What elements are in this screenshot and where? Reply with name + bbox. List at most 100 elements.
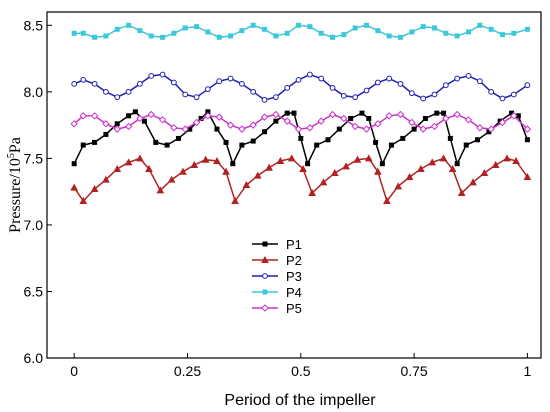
data-point-p3 — [386, 75, 393, 82]
data-point-p2 — [136, 154, 144, 162]
data-point-p3 — [431, 91, 438, 98]
data-point-p5 — [158, 116, 167, 124]
data-point-p3 — [103, 88, 109, 95]
data-point-p4 — [114, 26, 120, 32]
data-point-p4 — [488, 26, 494, 32]
data-point-p3 — [420, 95, 427, 102]
legend-item-p1: P1 — [252, 237, 302, 252]
data-point-p3 — [510, 91, 517, 98]
data-point-p5 — [136, 114, 144, 123]
data-point-p3 — [352, 94, 359, 101]
data-point-p1 — [92, 139, 98, 145]
data-point-p4 — [443, 30, 449, 36]
x-tick-label: 0.25 — [174, 363, 201, 379]
data-point-p1 — [175, 135, 181, 141]
data-point-p2 — [265, 163, 273, 171]
data-point-p4 — [341, 32, 347, 38]
data-point-p2 — [113, 164, 122, 173]
data-point-p2 — [124, 158, 133, 166]
data-point-p3 — [488, 88, 495, 95]
x-tick-label: 0.75 — [400, 363, 427, 379]
series-layer — [70, 22, 532, 204]
data-point-p2 — [222, 167, 230, 175]
data-point-p2 — [503, 154, 511, 162]
data-point-p4 — [103, 33, 109, 39]
y-tick-label: 7.5 — [24, 150, 44, 166]
data-point-p1 — [524, 137, 530, 143]
data-point-p3 — [524, 82, 531, 89]
data-point-p3 — [261, 96, 268, 103]
data-point-p2 — [276, 157, 285, 165]
data-point-p2 — [457, 188, 466, 196]
data-point-p1 — [126, 113, 132, 119]
data-point-p1 — [71, 161, 77, 167]
data-point-p4 — [228, 33, 234, 39]
legend-label-p2: P2 — [286, 253, 302, 268]
data-point-p1 — [284, 110, 290, 116]
data-point-p4 — [398, 34, 404, 40]
data-point-p3 — [170, 79, 177, 86]
data-point-p4 — [148, 33, 154, 39]
y-tick-label: 8.0 — [24, 84, 44, 100]
data-point-p2 — [394, 182, 403, 190]
data-point-p3 — [182, 91, 189, 98]
data-point-p5 — [498, 118, 507, 127]
series-p1 — [71, 109, 530, 167]
data-point-p4 — [431, 25, 437, 31]
data-point-p3 — [71, 80, 78, 87]
data-point-p1 — [325, 137, 331, 143]
data-point-p5 — [453, 110, 461, 119]
series-p1-line — [73, 110, 529, 166]
data-point-p4 — [171, 30, 177, 36]
data-point-p5 — [396, 110, 405, 119]
x-tick-label: 1 — [524, 363, 532, 379]
data-point-p2 — [353, 155, 362, 163]
data-point-p5 — [204, 112, 212, 120]
data-point-p4 — [137, 28, 143, 34]
y-tick-label: 7.0 — [24, 217, 44, 233]
data-point-p1 — [305, 161, 311, 167]
data-point-p5 — [362, 125, 371, 133]
data-point-p2 — [156, 186, 165, 194]
data-point-p2 — [213, 157, 221, 165]
data-point-p5 — [317, 117, 325, 125]
data-point-p3 — [250, 88, 257, 95]
data-point-p5 — [260, 113, 269, 121]
data-point-p3 — [329, 84, 336, 91]
data-point-p2 — [469, 178, 477, 186]
data-point-p3 — [137, 80, 143, 87]
data-point-p1 — [463, 142, 469, 148]
legend-swatch-marker — [261, 255, 269, 263]
data-point-p1 — [422, 115, 428, 121]
data-point-p4 — [126, 22, 132, 28]
data-point-p4 — [182, 25, 188, 31]
data-point-p1 — [400, 135, 406, 141]
data-point-p1 — [475, 137, 481, 143]
data-point-p2 — [70, 183, 79, 191]
data-point-p5 — [147, 110, 155, 119]
data-point-p4 — [216, 34, 222, 40]
data-point-p5 — [79, 112, 87, 120]
data-point-p5 — [523, 125, 532, 133]
x-axis-title: Period of the impeller — [224, 392, 376, 409]
data-point-p3 — [216, 78, 223, 85]
data-point-p4 — [160, 34, 166, 40]
data-point-p4 — [80, 30, 86, 36]
data-point-p1 — [411, 126, 417, 132]
data-point-p2 — [439, 154, 448, 162]
plot-frame — [46, 11, 542, 359]
data-point-p4 — [284, 30, 290, 36]
data-point-p1 — [314, 142, 320, 148]
data-point-p5 — [487, 125, 495, 133]
x-tick-label: 0 — [70, 363, 78, 379]
legend-swatch-marker — [262, 273, 268, 279]
data-point-p2 — [299, 164, 307, 173]
data-point-p3 — [91, 80, 98, 87]
y-axis-title-exponent: 5 — [6, 153, 17, 158]
data-point-p1 — [366, 115, 372, 121]
legend-item-p4: P4 — [252, 285, 302, 300]
data-point-p2 — [319, 178, 328, 186]
data-point-p2 — [190, 160, 199, 169]
data-point-p1 — [164, 142, 170, 148]
data-point-p3 — [148, 72, 155, 79]
